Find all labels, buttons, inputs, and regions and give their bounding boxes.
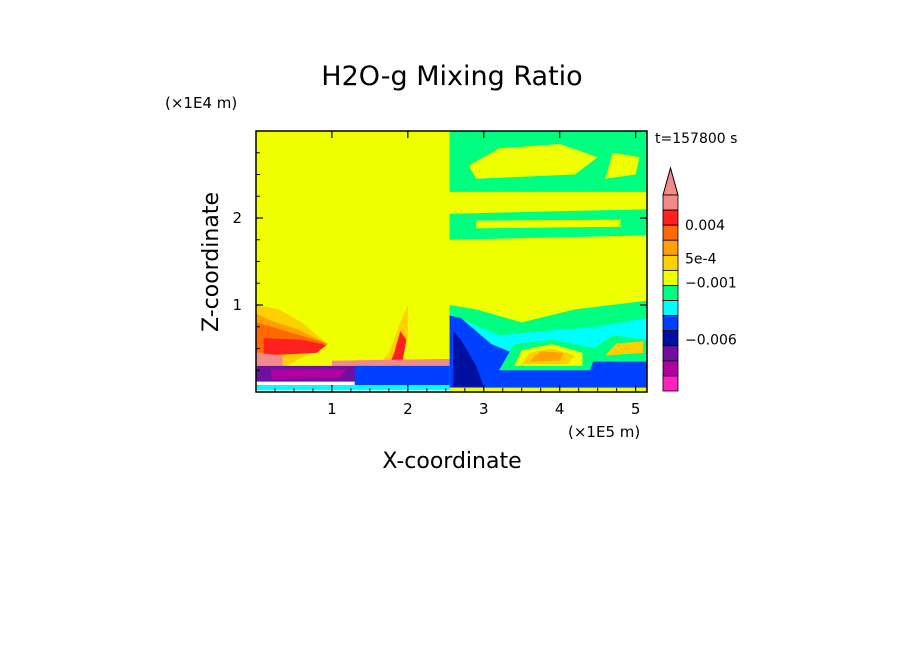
contour-regions bbox=[256, 131, 647, 392]
contour-region bbox=[453, 331, 484, 387]
y-axis: 12 bbox=[232, 152, 647, 371]
colorbar-swatch bbox=[662, 254, 679, 271]
contour-region bbox=[605, 341, 644, 356]
colorbar-swatch bbox=[662, 285, 679, 301]
contour-region bbox=[256, 131, 450, 366]
colorbar-swatch bbox=[662, 269, 679, 286]
colorbar-swatch bbox=[662, 194, 679, 211]
colorbar-swatch bbox=[662, 345, 679, 362]
x-axis: 1 2 3 4 5 bbox=[274, 131, 641, 418]
colorbar-swatch bbox=[662, 375, 679, 392]
colorbar-swatch bbox=[662, 239, 679, 256]
contour-region bbox=[256, 352, 283, 366]
y-tick-label: 1 bbox=[232, 296, 242, 314]
x-tick-label: 3 bbox=[479, 400, 489, 418]
contour-region bbox=[476, 219, 621, 229]
x-tick-label: 5 bbox=[631, 400, 641, 418]
colorbar: 0.004 5e-4 −0.001 −0.006 bbox=[662, 166, 737, 392]
y-tick-label: 2 bbox=[232, 209, 242, 227]
colorbar-label: −0.001 bbox=[685, 275, 737, 291]
colorbar-extend-arrow bbox=[662, 166, 679, 196]
colorbar-label: 0.004 bbox=[685, 218, 725, 234]
x-tick-label: 1 bbox=[327, 400, 337, 418]
contour-region bbox=[331, 358, 450, 366]
chart-title: H2O-g Mixing Ratio bbox=[321, 61, 582, 92]
x-unit-label: (×1E5 m) bbox=[568, 423, 640, 441]
colorbar-swatch bbox=[662, 330, 679, 347]
contour-region bbox=[354, 365, 450, 388]
contour-region bbox=[263, 338, 327, 356]
colorbar-swatch bbox=[662, 209, 679, 226]
y-unit-label: (×1E4 m) bbox=[165, 94, 237, 112]
contour-region bbox=[388, 331, 407, 366]
colorbar-swatch bbox=[662, 360, 679, 377]
contour-region bbox=[605, 152, 640, 179]
contour-region bbox=[529, 351, 564, 362]
colorbar-swatch bbox=[662, 300, 679, 317]
contour-region bbox=[449, 315, 647, 388]
contour-region bbox=[271, 369, 348, 379]
x-tick-label: 2 bbox=[403, 400, 413, 418]
colorbar-swatch bbox=[662, 315, 679, 332]
colorbar-label: −0.006 bbox=[685, 333, 737, 349]
time-label: t=157800 s bbox=[655, 131, 737, 147]
x-axis-label: X-coordinate bbox=[382, 449, 521, 474]
contour-region bbox=[468, 144, 598, 179]
colorbar-label: 5e-4 bbox=[685, 251, 717, 267]
colorbar-swatch bbox=[662, 224, 679, 241]
x-tick-label: 4 bbox=[555, 400, 565, 418]
y-axis-label: Z-coordinate bbox=[199, 192, 224, 332]
